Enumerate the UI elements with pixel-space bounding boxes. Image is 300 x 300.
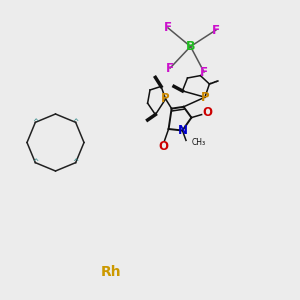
Text: ^: ^ (73, 158, 79, 167)
Text: F: F (164, 21, 172, 34)
Text: F: F (166, 61, 174, 75)
Text: ^: ^ (32, 158, 38, 167)
Text: Rh: Rh (101, 265, 121, 278)
Text: O: O (202, 106, 212, 119)
Text: ^: ^ (73, 118, 79, 127)
Text: P: P (161, 92, 170, 106)
Text: B: B (186, 40, 195, 53)
Text: CH₃: CH₃ (191, 138, 206, 147)
Text: N: N (177, 124, 188, 137)
Text: F: F (200, 65, 208, 79)
Text: ^: ^ (32, 118, 38, 127)
Text: P: P (201, 91, 209, 104)
Text: F: F (212, 23, 220, 37)
Text: O: O (158, 140, 168, 153)
